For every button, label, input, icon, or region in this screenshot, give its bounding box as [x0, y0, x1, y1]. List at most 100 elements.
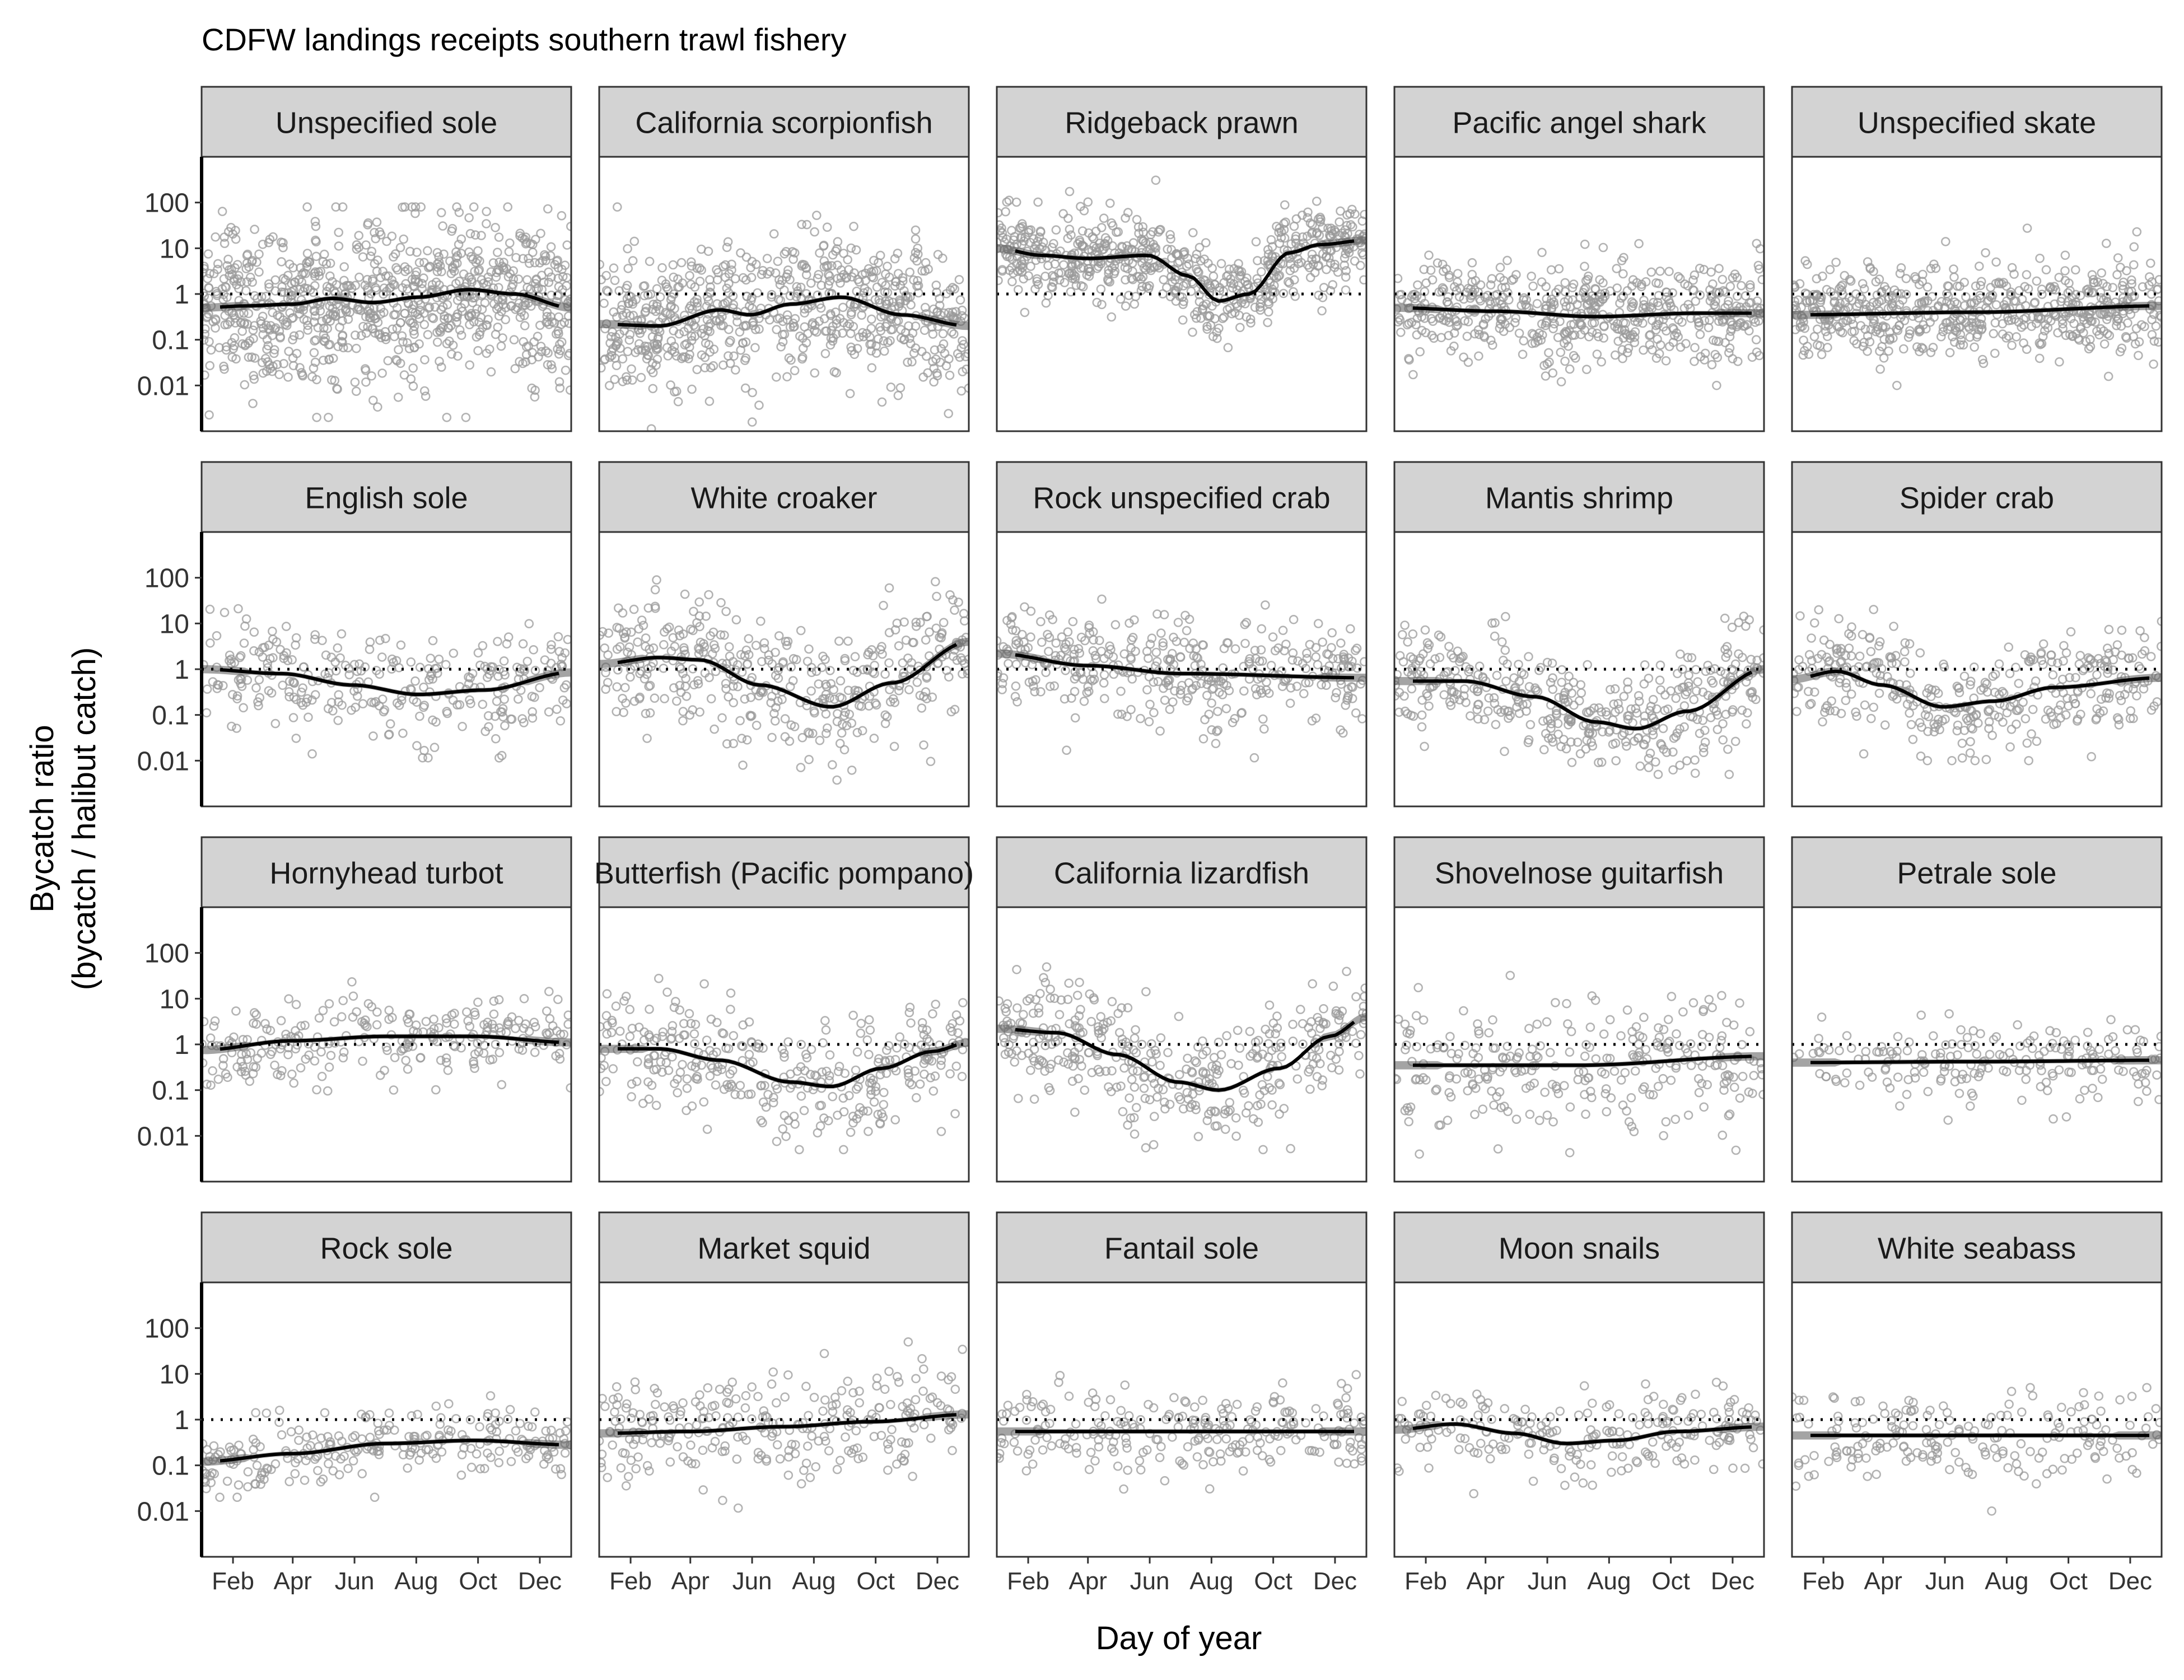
data-point [1107, 263, 1117, 273]
data-point [810, 708, 819, 718]
data-point [1599, 333, 1608, 343]
data-point [1917, 277, 1928, 286]
data-point [2126, 310, 2136, 319]
data-point [1123, 264, 1132, 274]
data-point [1438, 259, 1448, 269]
data-point [911, 225, 921, 235]
data-point [1267, 242, 1277, 251]
data-point [1261, 600, 1270, 610]
data-point [494, 232, 504, 242]
data-point [1518, 349, 1528, 360]
data-point [1225, 303, 1235, 313]
data-point [646, 290, 656, 299]
data-point [1085, 628, 1095, 638]
data-point [1066, 287, 1076, 297]
data-point [1151, 175, 1161, 185]
data-point [335, 653, 345, 663]
data-point [1192, 307, 1202, 317]
data-point [560, 648, 570, 658]
data-point [298, 371, 308, 381]
facet-strip [598, 461, 970, 533]
data-point [236, 651, 246, 661]
data-point [1606, 685, 1615, 694]
data-point [2099, 295, 2108, 305]
data-point [1084, 687, 1094, 696]
smooth-trend-line [220, 668, 559, 697]
data-point [478, 641, 488, 651]
data-point [954, 274, 964, 284]
data-point [847, 718, 857, 728]
data-point [284, 259, 295, 269]
data-point [1556, 377, 1566, 387]
data-point [920, 302, 930, 312]
data-point [247, 257, 257, 267]
data-point [1419, 264, 1429, 274]
data-point [1421, 278, 1431, 288]
data-point [1244, 657, 1254, 666]
data-point [1899, 344, 1908, 354]
plot-area [599, 575, 969, 785]
data-point [1065, 225, 1075, 234]
data-point [1272, 221, 1281, 231]
data-point [1132, 214, 1142, 225]
data-point [1138, 227, 1148, 237]
data-point [1975, 291, 1985, 301]
data-point [1099, 678, 1109, 688]
data-point [444, 336, 454, 346]
data-point [833, 237, 843, 246]
data-point [1552, 706, 1561, 716]
data-point [1654, 349, 1664, 358]
data-point [1581, 283, 1590, 293]
data-point [1165, 230, 1175, 240]
data-point [836, 265, 846, 275]
data-point [1690, 356, 1699, 366]
data-point [527, 692, 537, 701]
data-point [464, 679, 474, 689]
plot-area [1792, 223, 2162, 390]
data-point [1813, 324, 1822, 334]
data-point [1142, 685, 1152, 695]
data-point [2102, 282, 2112, 292]
data-point [724, 324, 734, 334]
data-point [263, 659, 273, 668]
data-point [1336, 638, 1346, 648]
data-point [408, 381, 418, 391]
data-point [1278, 288, 1289, 298]
data-point [509, 335, 519, 345]
data-point [227, 721, 236, 731]
data-point [937, 628, 947, 638]
data-point [839, 711, 849, 721]
data-point [556, 320, 566, 329]
data-point [1310, 268, 1320, 278]
data-point [420, 355, 430, 365]
data-point [204, 283, 214, 293]
data-point [240, 380, 250, 390]
data-point [820, 655, 830, 664]
data-point [1869, 267, 1878, 277]
data-point [1280, 200, 1290, 210]
data-point [1942, 297, 1952, 307]
data-point [1211, 739, 1221, 748]
data-point [1884, 346, 1893, 356]
data-point [1825, 265, 1835, 274]
facet-panel: Rock unspecified crab [996, 461, 1368, 808]
data-point [2112, 316, 2122, 326]
data-point [867, 314, 876, 324]
data-point [256, 319, 266, 329]
data-point [1918, 269, 1928, 279]
data-point [1394, 317, 1403, 326]
data-point [711, 666, 721, 676]
data-point [1474, 329, 1484, 339]
data-point [1510, 318, 1520, 328]
data-point [1117, 710, 1127, 719]
data-point [1564, 671, 1574, 681]
data-point [1240, 299, 1250, 309]
data-point [1598, 727, 1607, 737]
data-point [785, 736, 795, 746]
data-point [1096, 284, 1106, 294]
data-point [1263, 297, 1273, 307]
data-point [599, 298, 609, 308]
data-point [806, 278, 816, 288]
data-point [234, 604, 243, 614]
data-point [1074, 644, 1084, 654]
